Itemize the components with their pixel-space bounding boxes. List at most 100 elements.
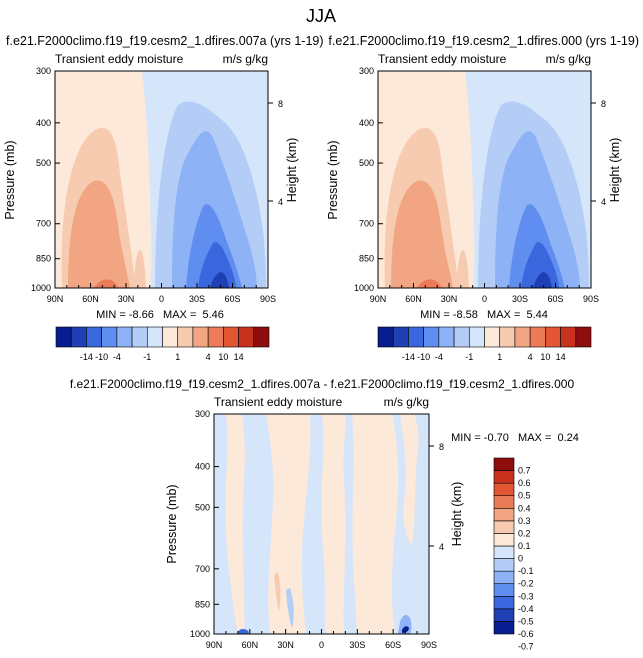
- panel-1: f.e21.F2000climo.f19_f19.cesm2_1.dfires.…: [3, 34, 324, 362]
- colorbar-label: -4: [435, 352, 443, 362]
- colorbar-swatch: [514, 326, 531, 348]
- x-tick-label: 90S: [583, 294, 599, 304]
- colorbar-label: -0.1: [518, 566, 534, 576]
- colorbar-label: -0.7: [518, 642, 534, 652]
- colorbar-swatch: [484, 326, 501, 348]
- panel-1-title: f.e21.F2000climo.f19_f19.cesm2_1.dfires.…: [6, 34, 324, 48]
- y-tick-label: 300: [36, 66, 51, 76]
- panel-3-contour-pos-1: [225, 414, 245, 634]
- y-tick-label: 850: [359, 254, 374, 264]
- panel-3-contour-neg-4: [238, 629, 249, 634]
- colorbar-swatch: [499, 326, 516, 348]
- colorbar-swatch: [207, 326, 224, 348]
- panel-2-x-ticks: 90N 60N 30N 0 30S 60S 90S: [370, 283, 599, 304]
- panel-3-y-label: Pressure (mb): [165, 484, 179, 563]
- panel-3-height-ticks: 84: [429, 442, 444, 552]
- colorbar-label: -0.3: [518, 591, 534, 601]
- y-tick-label: 400: [195, 462, 210, 472]
- colorbar-swatch: [493, 507, 515, 522]
- height-tick-label: 8: [278, 99, 283, 109]
- panel-1-y-label: Pressure (mb): [3, 140, 17, 219]
- panel-2-colorbar: -14 -10 -4 -1 1 4 10 14: [377, 326, 592, 362]
- colorbar-swatch: [392, 326, 409, 348]
- y-tick-label: 700: [195, 564, 210, 574]
- colorbar-swatch: [223, 326, 239, 348]
- panel-2-height-ticks: 84: [591, 99, 606, 207]
- colorbar-label: 0.3: [518, 516, 531, 526]
- panel-1-right-label: m/s g/kg: [223, 52, 268, 66]
- x-tick-label: 60N: [82, 294, 99, 304]
- x-tick-label: 60S: [224, 294, 240, 304]
- y-tick-label: 1000: [354, 283, 374, 293]
- colorbar-label: -0.4: [518, 604, 534, 614]
- colorbar-label: 14: [556, 352, 566, 362]
- height-tick-label: 8: [601, 99, 606, 109]
- colorbar-label: 14: [234, 352, 244, 362]
- colorbar-label: -4: [113, 352, 121, 362]
- colorbar-label: 0.6: [518, 478, 531, 488]
- colorbar-label: 0.4: [518, 503, 531, 513]
- panel-3-field: [225, 414, 419, 634]
- height-tick-label: 8: [439, 442, 444, 452]
- colorbar-label: 10: [540, 352, 550, 362]
- colorbar-swatch: [70, 326, 87, 348]
- y-tick-label: 500: [359, 158, 374, 168]
- colorbar-swatch: [493, 533, 515, 547]
- panel-3-y-ticks: 300 400 500 700 850 1000: [190, 409, 219, 639]
- colorbar-label: -0.6: [518, 629, 534, 639]
- panel-1-field: [55, 71, 266, 288]
- panel-2: f.e21.F2000climo.f19_f19.cesm2_1.dfires.…: [326, 34, 639, 362]
- colorbar-label: -10: [95, 352, 108, 362]
- panel-3-stats: MIN = -0.70 MAX = 0.24: [451, 432, 579, 444]
- y-tick-label: 850: [195, 599, 210, 609]
- colorbar-swatch: [408, 326, 424, 348]
- x-tick-label: 30N: [277, 640, 294, 650]
- colorbar-swatch: [468, 326, 485, 348]
- colorbar-label: 0.2: [518, 528, 531, 538]
- x-tick-label: 60S: [385, 640, 401, 650]
- colorbar-swatch: [493, 595, 515, 610]
- panel-2-contour-neg-5: [533, 272, 552, 288]
- x-tick-label: 90N: [206, 640, 223, 650]
- colorbar-swatch: [493, 570, 515, 585]
- colorbar-label: 10: [218, 352, 228, 362]
- x-tick-label: 90N: [370, 294, 387, 304]
- panel-2-left-label: Transient eddy moisture: [378, 52, 507, 66]
- y-tick-label: 1000: [31, 283, 51, 293]
- panel-3-contour-neg-1: [286, 588, 294, 628]
- colorbar-label: 1: [497, 352, 502, 362]
- colorbar-label: -14: [402, 352, 415, 362]
- x-tick-label: 60S: [547, 294, 563, 304]
- y-tick-label: 300: [195, 409, 210, 419]
- x-tick-label: 90S: [260, 294, 276, 304]
- y-tick-label: 300: [359, 66, 374, 76]
- x-tick-label: 60N: [405, 294, 422, 304]
- y-tick-label: 700: [359, 219, 374, 229]
- colorbar-swatch: [55, 326, 72, 348]
- colorbar-label: 1: [175, 352, 180, 362]
- x-tick-label: 30S: [512, 294, 528, 304]
- panel-1-stats: MIN = -8.66 MAX = 5.46: [96, 309, 224, 321]
- panel-3-left-label: Transient eddy moisture: [214, 395, 343, 409]
- colorbar-swatch: [575, 326, 592, 348]
- panel-2-y-label: Pressure (mb): [326, 140, 340, 219]
- y-tick-label: 500: [36, 158, 51, 168]
- x-tick-label: 60N: [242, 640, 259, 650]
- colorbar-swatch: [493, 545, 515, 559]
- panel-2-y-label-right: Height (km): [608, 138, 622, 203]
- colorbar-label: 0.1: [518, 541, 531, 551]
- panel-2-right-label: m/s g/kg: [546, 52, 591, 66]
- x-tick-label: 0: [159, 294, 164, 304]
- panel-3-contour-pos-5: [400, 414, 419, 545]
- y-tick-label: 400: [36, 118, 51, 128]
- panel-3-contour-neg-3: [402, 626, 409, 633]
- y-tick-label: 850: [36, 254, 51, 264]
- x-tick-label: 30S: [349, 640, 365, 650]
- x-tick-label: 0: [482, 294, 487, 304]
- panel-1-height-ticks: 84: [268, 99, 283, 207]
- panel-1-y-label-right: Height (km): [285, 138, 299, 203]
- panel-1-contour-neg-4: [198, 242, 236, 288]
- colorbar-swatch: [101, 326, 118, 348]
- colorbar-swatch: [131, 326, 148, 348]
